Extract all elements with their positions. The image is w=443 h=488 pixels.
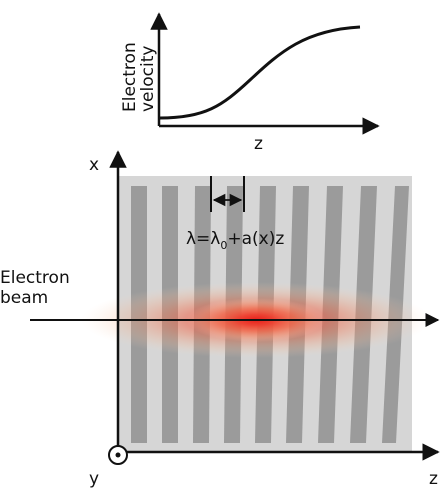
period-formula: λ=λ0+a(x)z (186, 229, 284, 252)
grating-diagram: λ=λ0+a(x)z Electron beam x z y (0, 150, 440, 488)
z-axis-label: z (429, 469, 438, 488)
period-marker (210, 176, 245, 212)
y-axis-dot (115, 452, 121, 458)
velocity-plot: Electron velocity z (120, 12, 380, 154)
velocity-x-label: z (254, 134, 263, 154)
beam-label-line1: Electron (0, 268, 70, 288)
x-axis-label: x (89, 155, 99, 175)
beam-label-line2: beam (0, 288, 48, 308)
velocity-curve (159, 25, 361, 120)
y-axis-label: y (89, 469, 99, 488)
velocity-y-label-line1: Electron (120, 42, 140, 112)
velocity-y-label-line2: velocity (138, 46, 158, 112)
